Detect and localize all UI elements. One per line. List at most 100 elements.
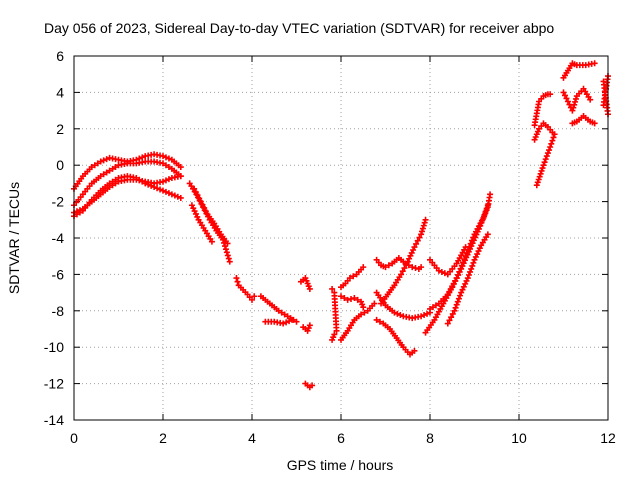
data-point-marker	[546, 147, 553, 154]
data-point-marker	[484, 231, 491, 238]
series-arc19	[373, 289, 433, 322]
data-point-marker	[572, 95, 579, 102]
data-point-marker	[160, 178, 166, 185]
data-points	[71, 60, 611, 391]
data-point-marker	[454, 271, 461, 278]
data-point-marker	[411, 347, 418, 354]
data-point-marker	[162, 188, 169, 195]
data-point-marker	[191, 185, 198, 192]
y-tick-label: 2	[56, 121, 64, 137]
grid-lines	[74, 56, 608, 420]
x-tick-label: 2	[159, 430, 167, 446]
data-point-marker	[420, 222, 427, 229]
data-point-marker	[382, 264, 389, 271]
data-point-marker	[341, 295, 348, 302]
data-point-marker	[397, 312, 404, 319]
data-point-marker	[202, 208, 209, 215]
data-point-marker	[194, 192, 201, 199]
series-arc31	[569, 113, 598, 127]
data-point-marker	[570, 104, 577, 111]
data-point-marker	[398, 271, 405, 278]
data-point-marker	[544, 150, 551, 157]
data-point-marker	[154, 185, 161, 192]
data-point-marker	[452, 304, 459, 311]
data-point-marker	[563, 95, 570, 102]
data-point-marker	[358, 311, 365, 318]
data-point-marker	[448, 314, 455, 321]
data-point-marker	[171, 192, 178, 199]
data-point-marker	[399, 268, 406, 275]
data-point-marker	[438, 268, 445, 275]
data-point-marker	[547, 91, 554, 98]
data-point-marker	[223, 249, 230, 256]
data-point-marker	[548, 140, 555, 147]
y-tick-label: 0	[56, 157, 64, 173]
data-point-marker	[373, 316, 380, 323]
data-point-marker	[162, 177, 169, 184]
data-point-marker	[192, 189, 199, 196]
data-point-marker	[196, 195, 203, 202]
series-pts8	[233, 275, 258, 303]
data-point-marker	[418, 264, 425, 271]
series-pts12	[300, 322, 313, 334]
series-arc20	[373, 316, 418, 358]
data-point-marker	[222, 246, 229, 253]
data-point-marker	[199, 201, 206, 208]
data-point-marker	[306, 322, 313, 329]
data-point-marker	[549, 137, 556, 144]
data-point-marker	[418, 313, 425, 320]
data-point-marker	[451, 307, 458, 314]
data-point-marker	[543, 153, 550, 160]
data-point-marker	[454, 298, 461, 305]
data-point-marker	[468, 265, 475, 272]
data-point-marker	[331, 331, 338, 338]
data-point-marker	[569, 107, 576, 114]
data-point-marker	[487, 191, 494, 198]
data-point-marker	[354, 296, 361, 303]
data-point-marker	[458, 262, 465, 269]
data-point-marker	[280, 320, 287, 327]
data-point-marker	[587, 96, 594, 103]
y-axis-label: SDTVAR / TECUs	[6, 182, 22, 294]
data-point-marker	[411, 244, 418, 251]
series-pts15	[329, 331, 338, 343]
data-point-marker	[249, 296, 255, 303]
data-point-marker	[329, 285, 336, 292]
series-pts13	[302, 380, 316, 391]
data-point-marker	[160, 187, 166, 194]
data-point-marker	[470, 234, 477, 241]
data-point-marker	[549, 129, 556, 136]
data-point-marker	[591, 120, 598, 127]
data-point-marker	[457, 265, 464, 272]
x-tick-label: 6	[337, 430, 345, 446]
data-point-marker	[456, 268, 463, 275]
series-arc30	[560, 60, 598, 81]
data-point-marker	[208, 238, 215, 245]
data-point-marker	[376, 318, 383, 325]
data-point-marker	[151, 184, 158, 191]
y-tick-label: -12	[44, 376, 64, 392]
data-point-marker	[467, 268, 474, 275]
data-point-marker	[177, 194, 184, 201]
data-point-marker	[535, 176, 542, 183]
series-arc28	[531, 91, 554, 129]
chart-title: Day 056 of 2023, Sidereal Day-to-day VTE…	[44, 20, 554, 36]
data-point-marker	[234, 278, 241, 285]
data-point-marker	[547, 144, 554, 150]
x-tick-label: 0	[70, 430, 78, 446]
data-point-marker	[480, 214, 487, 221]
data-point-marker	[157, 186, 164, 193]
y-tick-label: -2	[52, 194, 65, 210]
data-point-marker	[360, 264, 367, 271]
data-point-marker	[418, 228, 425, 235]
plot-frame	[73, 55, 609, 421]
data-point-marker	[224, 240, 231, 247]
data-point-marker	[453, 275, 460, 282]
data-point-marker	[457, 292, 464, 299]
series-arc32	[560, 85, 594, 114]
data-point-marker	[467, 240, 474, 247]
data-point-marker	[344, 296, 351, 303]
data-point-marker	[346, 275, 353, 282]
data-point-marker	[306, 285, 313, 292]
x-tick-label: 12	[600, 430, 616, 446]
